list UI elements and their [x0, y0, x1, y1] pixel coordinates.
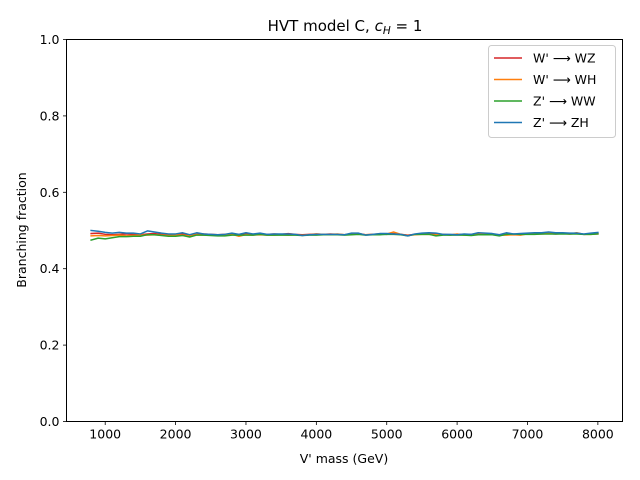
legend-label: W' ⟶ WH	[533, 72, 596, 87]
legend-box	[488, 45, 616, 138]
x-tick-label: 3000	[230, 427, 262, 442]
y-tick-label: 1.0	[40, 32, 60, 47]
x-tick-label: 5000	[371, 427, 403, 442]
y-tick-label: 0.4	[40, 261, 60, 276]
x-tick-label: 4000	[300, 427, 332, 442]
legend-label: Z' ⟶ ZH	[533, 115, 589, 130]
x-tick-label: 6000	[441, 427, 473, 442]
y-axis-label: Branching fraction	[14, 172, 29, 287]
legend: W' ⟶ WZ W' ⟶ WH Z' ⟶ WW Z' ⟶ ZH	[488, 45, 616, 138]
y-tick-label: 0.6	[40, 185, 60, 200]
plot-frame	[66, 39, 623, 422]
x-tick-label: 1000	[89, 427, 121, 442]
y-tick-label: 0.8	[40, 108, 60, 123]
legend-label: Z' ⟶ WW	[533, 94, 596, 109]
y-tick-label: 0.0	[40, 414, 60, 429]
legend-label: W' ⟶ WZ	[533, 51, 596, 66]
chart-title: HVT model C, cH = 1	[268, 17, 423, 37]
x-tick-label: 7000	[512, 427, 544, 442]
x-tick-label: 2000	[160, 427, 192, 442]
y-axis-ticks: 0.0 0.2 0.4 0.6 0.8 1.0	[40, 32, 67, 429]
y-tick-label: 0.2	[40, 338, 60, 353]
series-layer	[90, 229, 599, 241]
series-line-4	[90, 229, 599, 237]
x-tick-label: 8000	[582, 427, 614, 442]
x-axis-ticks: 1000 2000 3000 4000 5000 6000 7000 8000	[89, 421, 614, 442]
x-axis-label: V' mass (GeV)	[300, 451, 388, 466]
